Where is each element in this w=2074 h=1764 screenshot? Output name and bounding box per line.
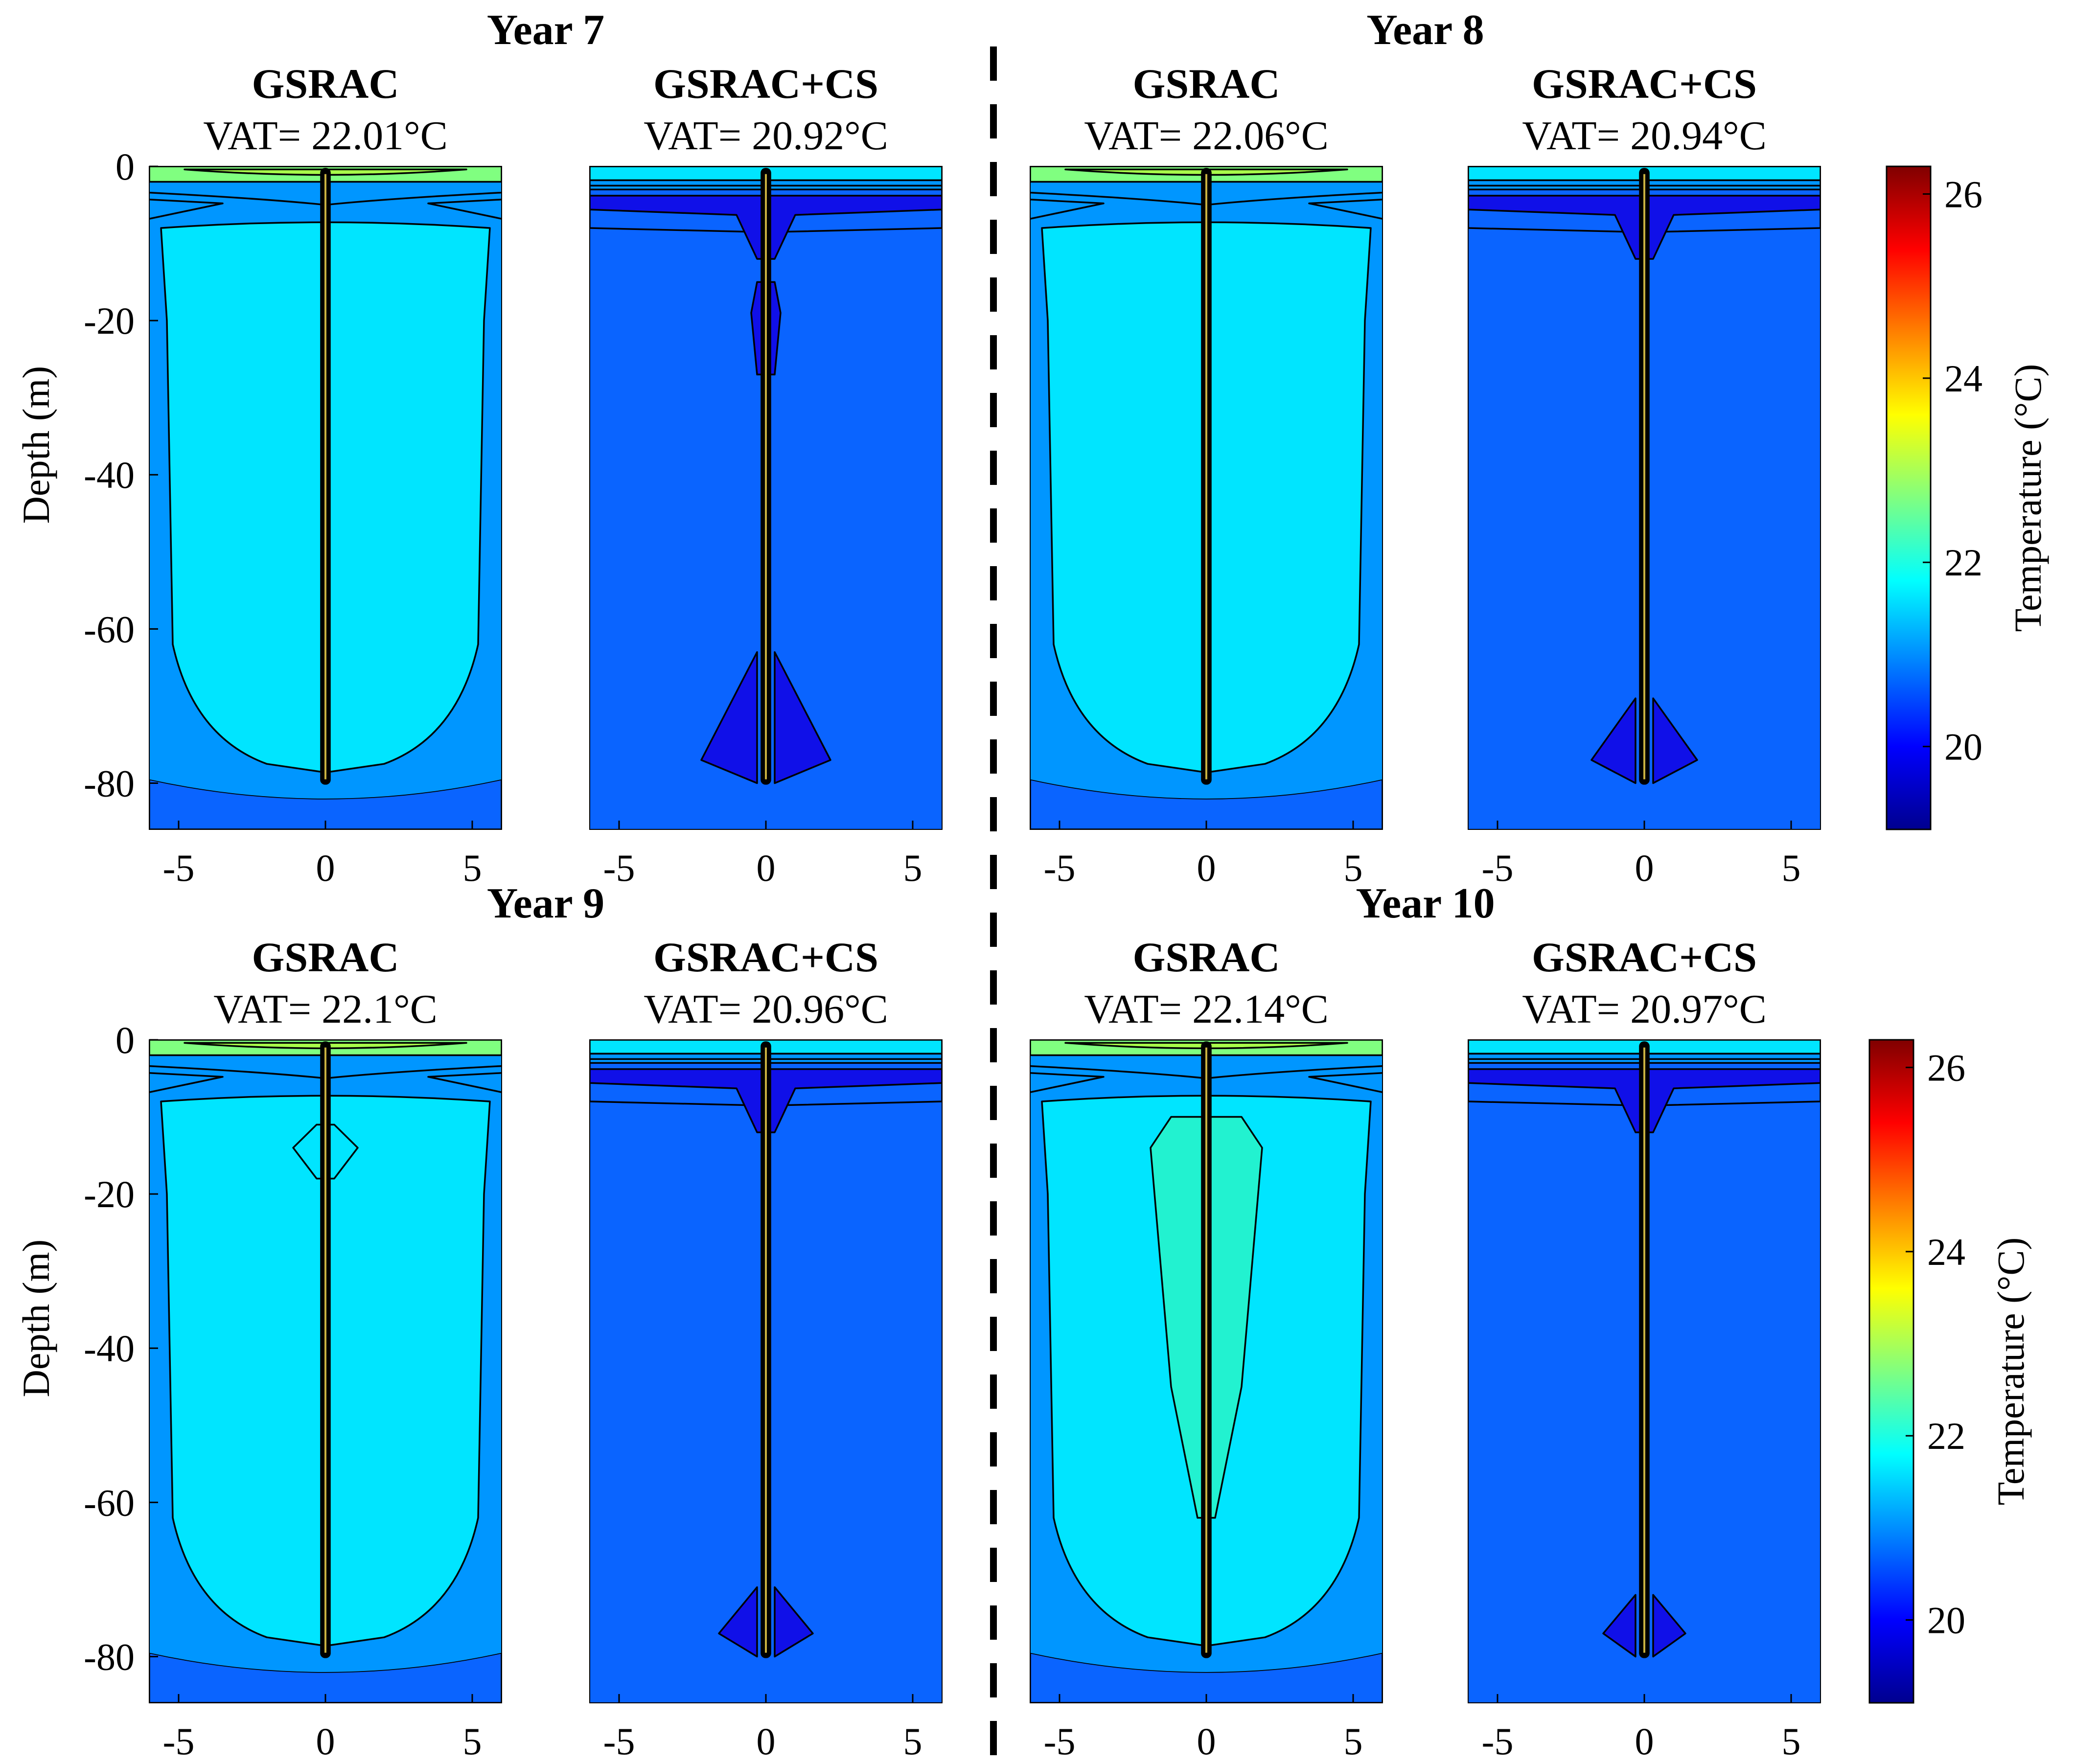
bottom-cold-lobe-left — [700, 651, 758, 784]
vat-label: VAT= 22.1°C — [213, 986, 438, 1032]
x-tick-label: 5 — [463, 1720, 482, 1763]
panel-title: GSRAC+CS — [1532, 934, 1757, 981]
colorbar-label: Temperature (°C) — [2006, 364, 2049, 632]
colorbar-tick-label: 26 — [1927, 1046, 1965, 1089]
panel-year-10-gsrac-cs: -5 0 5 — [1468, 1039, 1821, 1763]
colorbar-tick-label: 20 — [1927, 1599, 1965, 1642]
x-tick-label: -5 — [1044, 1720, 1076, 1763]
colorbar-tick-label: 24 — [1944, 357, 1982, 400]
colorbar-tick-label: 22 — [1944, 541, 1982, 584]
panel-title: GSRAC+CS — [653, 934, 878, 981]
x-tick-label: 0 — [1635, 847, 1654, 889]
y-axis-label: Depth (m) — [15, 1239, 57, 1397]
x-tick-label: 0 — [1197, 1720, 1216, 1763]
x-tick-label: -5 — [163, 1720, 195, 1763]
panel-title: GSRAC — [1132, 934, 1280, 981]
y-tick-label: 0 — [115, 1019, 135, 1061]
x-tick-label: 0 — [316, 847, 335, 889]
bottom-cold-lobe-right — [774, 1586, 814, 1658]
y-tick-label: -20 — [84, 1173, 135, 1215]
x-tick-label: -5 — [1482, 847, 1514, 889]
figure-titles: GSRAC VAT= 22.01°C GSRAC+CS VAT= 20.92°C Yea… — [203, 6, 1767, 1032]
colorbar: 20 22 24 26 Temperature (°C) — [1886, 165, 2049, 830]
y-tick-label: 0 — [115, 145, 135, 188]
x-tick-label: 5 — [903, 1720, 922, 1763]
x-tick-label: 5 — [1782, 1720, 1801, 1763]
colorbars: 20 22 24 26 Temperature (°C) 20 22 24 26 Temperat… — [1868, 165, 2049, 1704]
panel-title: GSRAC+CS — [1532, 60, 1757, 107]
colorbar: 20 22 24 26 Temperature (°C) — [1868, 1039, 2032, 1704]
x-tick-label: 0 — [757, 847, 776, 889]
colorbar-tick-label: 26 — [1944, 173, 1982, 215]
panel-year-8-gsrac-cs: -5 0 5 — [1468, 166, 1821, 889]
vat-label: VAT= 20.92°C — [644, 113, 888, 159]
colorbar-label: Temperature (°C) — [1989, 1237, 2032, 1506]
bottom-cold-lobe-left — [718, 1586, 758, 1658]
x-tick-label: 5 — [1344, 1720, 1363, 1763]
vat-label: VAT= 20.94°C — [1522, 113, 1767, 159]
layer-contour-2 — [149, 199, 502, 220]
panel-title: GSRAC — [1132, 60, 1280, 107]
x-tick-label: 0 — [1635, 1720, 1654, 1763]
panel-title: GSRAC — [252, 934, 399, 981]
x-tick-label: -5 — [163, 847, 195, 889]
bottom-cold-lobe-right — [774, 651, 831, 784]
x-tick-label: -5 — [1044, 847, 1076, 889]
x-tick-label: 5 — [463, 847, 482, 889]
x-tick-label: -5 — [603, 847, 635, 889]
y-tick-label: -60 — [84, 608, 135, 650]
colorbar-gradient — [1868, 1039, 1914, 1704]
vat-label: VAT= 22.14°C — [1084, 986, 1329, 1032]
panel-year-7-gsrac-cs: -5 0 5 — [589, 166, 943, 889]
colorbar-gradient — [1886, 165, 1932, 830]
panel-year-9-gsrac: -5 0 5 0 -20 -40 -60 -80 Depth (m) — [15, 1019, 502, 1763]
colorbar-tick-label: 24 — [1927, 1231, 1965, 1273]
vat-label: VAT= 22.01°C — [203, 113, 448, 159]
vat-label: VAT= 20.97°C — [1522, 986, 1767, 1032]
panel-year-9-gsrac-cs: -5 0 5 — [589, 1039, 943, 1763]
colorbar-tick-label: 20 — [1944, 726, 1982, 768]
layer-contour-2 — [149, 1072, 502, 1093]
y-tick-label: -20 — [84, 299, 135, 342]
y-tick-label: -40 — [84, 454, 135, 496]
y-tick-label: -80 — [84, 762, 135, 804]
x-tick-label: -5 — [1482, 1720, 1514, 1763]
y-tick-label: -60 — [84, 1481, 135, 1524]
year-title: Year 9 — [487, 880, 604, 927]
panel-year-8-gsrac: -5 0 5 — [1030, 166, 1383, 889]
panel-year-7-gsrac: -5 0 5 0 -20 -40 -60 -80 Depth (m) — [15, 145, 502, 889]
vat-label: VAT= 22.06°C — [1084, 113, 1329, 159]
x-tick-label: 5 — [903, 847, 922, 889]
x-tick-label: -5 — [603, 1720, 635, 1763]
x-tick-label: 5 — [1344, 847, 1363, 889]
panel-title: GSRAC+CS — [653, 60, 878, 107]
bottom-cold-lobe-right — [1652, 697, 1698, 784]
x-tick-label: 5 — [1782, 847, 1801, 889]
layer-contour-2 — [1030, 1072, 1383, 1093]
y-tick-label: -40 — [84, 1327, 135, 1370]
bottom-cold-lobe-right — [1652, 1594, 1686, 1658]
layer-contour-2 — [1030, 199, 1383, 220]
vat-label: VAT= 20.96°C — [644, 986, 888, 1032]
bottom-cold-lobe-left — [1590, 697, 1636, 784]
panel-year-10-gsrac: -5 0 5 — [1030, 1039, 1383, 1763]
x-tick-label: 0 — [757, 1720, 776, 1763]
year-title: Year 8 — [1366, 6, 1484, 54]
y-tick-label: -80 — [84, 1635, 135, 1678]
x-tick-label: 0 — [1197, 847, 1216, 889]
year-title: Year 7 — [487, 6, 604, 54]
y-axis-label: Depth (m) — [15, 366, 57, 524]
panel-title: GSRAC — [252, 60, 399, 107]
colorbar-tick-label: 22 — [1927, 1415, 1965, 1457]
x-tick-label: 0 — [316, 1720, 335, 1763]
bottom-cold-lobe-left — [1602, 1594, 1636, 1658]
year-title: Year 10 — [1356, 880, 1495, 927]
